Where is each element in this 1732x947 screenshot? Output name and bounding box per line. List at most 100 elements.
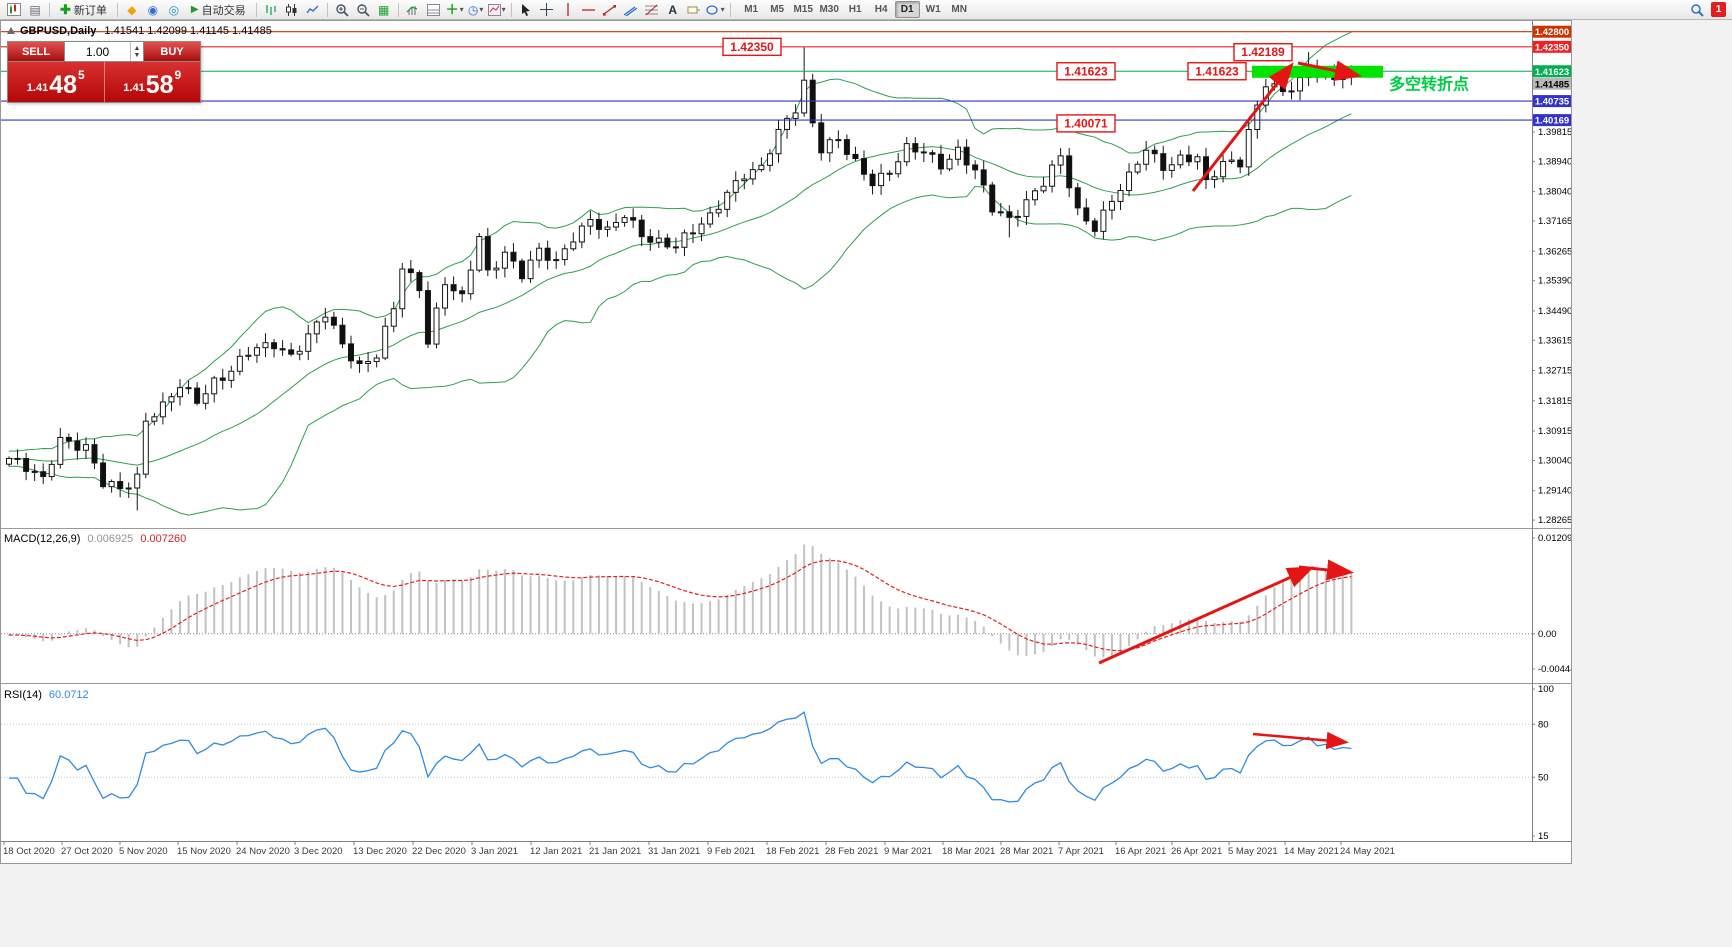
one-click-trading-panel: SELL 1.00 ▲ ▼ BUY 1.41 48 5 1.41 [7,41,201,103]
zoom-out-icon[interactable] [353,1,373,18]
timeframe-button-H1[interactable]: H1 [848,4,862,15]
svg-text:1.28265: 1.28265 [1538,515,1571,526]
svg-text:1.30915: 1.30915 [1538,426,1571,437]
chart-canvas[interactable]: 1.39815 1.38940 1.38040 1.37165 1.36265 1.353… [1,21,1571,863]
cursor-icon[interactable] [516,1,536,18]
buy-button[interactable]: BUY [144,42,200,61]
timeframe-group: M1 M5 M15 M30 H1 H4 D1 W1 MN [739,1,972,18]
terminal-icon[interactable]: ◉ [147,2,159,17]
timeframe-button-M15[interactable]: M15 [793,4,813,15]
volume-up-icon[interactable]: ▲ [133,44,141,52]
text-tool-icon[interactable]: A [668,2,677,17]
bollinger-bands [8,31,1352,516]
timeframe-button-D1[interactable]: D1 [894,1,920,18]
timeframe-button-M5[interactable]: M5 [770,4,785,15]
metaeditor-icon[interactable]: ◆ [127,2,137,17]
volume-spinner[interactable]: ▲ ▼ [130,42,143,61]
new-chart-icon[interactable] [4,1,24,18]
price-scale[interactable]: 1.39815 1.38940 1.38040 1.37165 1.36265 1.353… [1532,21,1571,842]
svg-text:3 Dec 2020: 3 Dec 2020 [294,846,343,857]
trend-arrow [1191,62,1294,192]
price-tag [1233,43,1293,62]
svg-text:1.32715: 1.32715 [1538,366,1571,377]
profiles-icon[interactable]: ▤ [29,2,41,17]
time-scale[interactable]: 18 Oct 2020 27 Oct 2020 5 Nov 2020 15 Nov 2… [3,841,1395,857]
svg-text:1.39815: 1.39815 [1538,127,1571,138]
macd-main-value: 0.006925 [87,533,134,545]
svg-text:18 Feb 2021: 18 Feb 2021 [766,846,819,857]
toolbar-right: 1 [1687,1,1728,18]
timeframe-button-H4[interactable]: H4 [874,4,888,15]
volume-down-icon[interactable]: ▼ [133,51,141,59]
timeframe-button-W1[interactable]: W1 [925,4,941,15]
indicators-icon[interactable] [403,1,423,18]
periods-button[interactable]: ◷ ▾ [466,1,486,18]
trendline-icon[interactable] [600,1,620,18]
trend-arrow [1098,566,1315,665]
auto-trading-button[interactable]: ▶ 自动交易 [185,1,252,18]
crosshair-icon[interactable] [537,1,557,18]
buy-price[interactable]: 1.41 58 9 [103,62,201,102]
timeframe-button-MN[interactable]: MN [951,4,967,15]
macd-panel-layer [1,544,1532,658]
toolbar-separator [397,2,399,17]
add-indicator-button[interactable]: ＋ ▾ [445,1,465,18]
svg-text:1.36265: 1.36265 [1538,246,1571,257]
symbol-title: GBPUSD,Daily [20,25,97,37]
bar-chart-icon[interactable] [261,1,281,18]
notification-badge[interactable]: 1 [1711,2,1726,17]
macd-name: MACD(12,26,9) [4,533,81,545]
svg-text:0.01209: 0.01209 [1538,533,1571,544]
sell-price[interactable]: 1.41 48 5 [8,62,104,102]
vertical-line-icon[interactable] [558,1,578,18]
svg-text:1.40071: 1.40071 [1064,116,1108,130]
svg-text:7 Apr 2021: 7 Apr 2021 [1058,846,1104,857]
strategy-tester-icon[interactable]: ◎ [168,2,180,17]
new-order-button[interactable]: ✚ 新订单 [54,1,113,18]
volume-control[interactable]: 1.00 ▲ ▼ [64,42,144,61]
shapes-tool-icon[interactable]: ▾ [705,1,726,18]
volume-input[interactable]: 1.00 [85,44,110,59]
svg-text:16 Apr 2021: 16 Apr 2021 [1115,846,1166,857]
new-order-icon: ✚ [60,1,71,17]
sell-button[interactable]: SELL [8,42,64,61]
candlestick-chart-icon[interactable] [282,1,302,18]
channel-icon[interactable] [621,1,641,18]
toolbar: ▤ ✚ 新订单 ◆ ◉ ◎ ▶ 自动交易 ▦ [0,0,1732,20]
svg-text:1.41623: 1.41623 [1195,64,1239,78]
svg-text:1.37165: 1.37165 [1538,216,1571,227]
price-tag [1056,114,1116,133]
svg-text:24 May 2021: 24 May 2021 [1340,846,1395,857]
horizontal-line-icon[interactable] [579,1,599,18]
timeframe-button-M30[interactable]: M30 [819,4,839,15]
svg-text:12 Jan 2021: 12 Jan 2021 [530,846,582,857]
svg-text:100: 100 [1538,684,1554,695]
tile-windows-icon[interactable]: ▦ [377,2,390,17]
toolbar-separator [49,2,50,17]
svg-text:3 Jan 2021: 3 Jan 2021 [471,846,518,857]
svg-text:1.42189: 1.42189 [1241,45,1285,59]
svg-text:1.41623: 1.41623 [1535,67,1569,78]
zone-label: 多空转折点 [1389,74,1469,93]
price-tag [1056,62,1116,81]
one-click-toggle-icon[interactable] [7,27,15,34]
svg-text:9 Feb 2021: 9 Feb 2021 [707,846,755,857]
svg-text:24 Nov 2020: 24 Nov 2020 [236,846,290,857]
toolbar-separator [116,2,118,17]
zoom-in-icon[interactable] [332,1,352,18]
chevron-down-icon: ▾ [720,4,725,14]
svg-text:15: 15 [1538,831,1549,842]
search-icon[interactable] [1687,1,1707,18]
buy-price-sup: 9 [174,68,182,82]
svg-text:28 Feb 2021: 28 Feb 2021 [825,846,878,857]
panel-separators[interactable] [1,528,1571,842]
fibonacci-icon[interactable] [642,1,662,18]
indicator-windows-icon[interactable] [424,1,444,18]
templates-button[interactable]: ▾ [487,1,507,18]
trend-arrow [1298,559,1354,581]
label-tool-icon[interactable] [684,1,704,18]
timeframe-button-M1[interactable]: M1 [744,4,759,15]
chevron-down-icon: ▾ [501,4,506,14]
line-chart-icon[interactable] [303,1,323,18]
